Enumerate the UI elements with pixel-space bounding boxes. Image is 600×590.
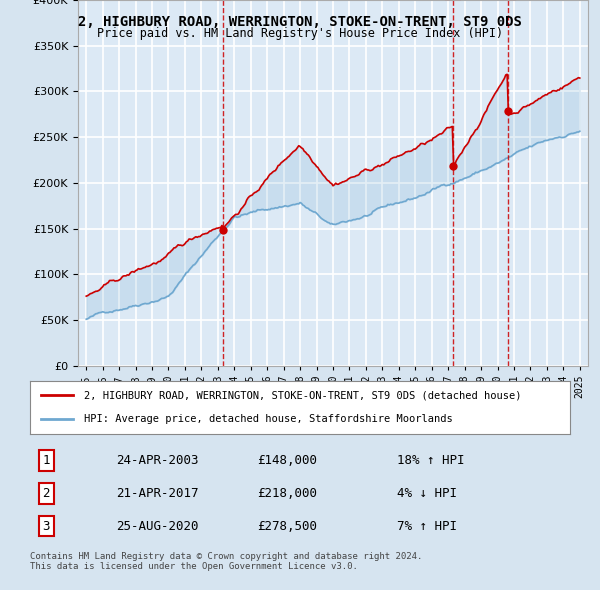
Text: Contains HM Land Registry data © Crown copyright and database right 2024.
This d: Contains HM Land Registry data © Crown c… — [30, 552, 422, 571]
Text: 21-APR-2017: 21-APR-2017 — [116, 487, 199, 500]
Text: HPI: Average price, detached house, Staffordshire Moorlands: HPI: Average price, detached house, Staf… — [84, 414, 453, 424]
Text: 25-AUG-2020: 25-AUG-2020 — [116, 520, 199, 533]
Text: 18% ↑ HPI: 18% ↑ HPI — [397, 454, 465, 467]
Text: £218,000: £218,000 — [257, 487, 317, 500]
Text: 1: 1 — [43, 454, 50, 467]
Text: 7% ↑ HPI: 7% ↑ HPI — [397, 520, 457, 533]
Text: 2: 2 — [43, 487, 50, 500]
Text: 24-APR-2003: 24-APR-2003 — [116, 454, 199, 467]
Text: Price paid vs. HM Land Registry's House Price Index (HPI): Price paid vs. HM Land Registry's House … — [97, 27, 503, 40]
Text: 3: 3 — [43, 520, 50, 533]
Text: 4% ↓ HPI: 4% ↓ HPI — [397, 487, 457, 500]
Text: £278,500: £278,500 — [257, 520, 317, 533]
Text: £148,000: £148,000 — [257, 454, 317, 467]
Text: 2, HIGHBURY ROAD, WERRINGTON, STOKE-ON-TRENT, ST9 0DS: 2, HIGHBURY ROAD, WERRINGTON, STOKE-ON-T… — [78, 15, 522, 29]
Text: 2, HIGHBURY ROAD, WERRINGTON, STOKE-ON-TRENT, ST9 0DS (detached house): 2, HIGHBURY ROAD, WERRINGTON, STOKE-ON-T… — [84, 391, 521, 401]
